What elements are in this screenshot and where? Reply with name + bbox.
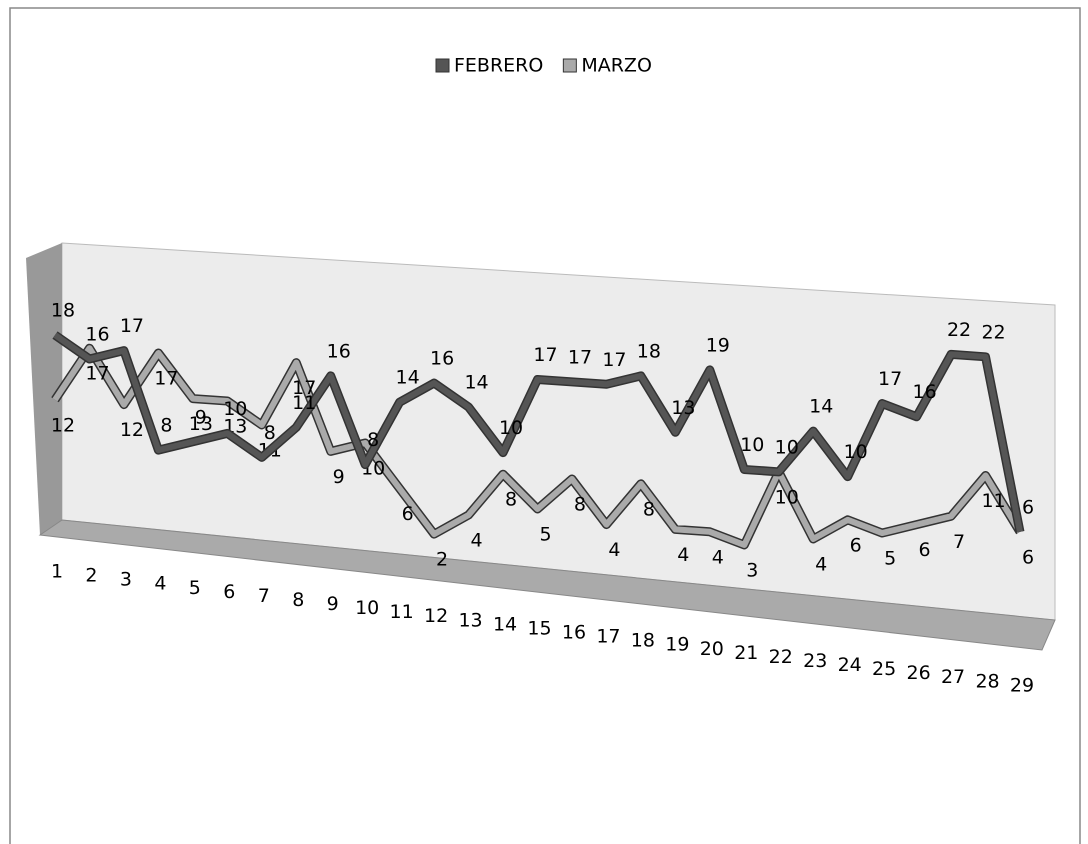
x-tick-label: 28 — [975, 670, 999, 692]
x-tick-label: 23 — [803, 650, 827, 672]
data-label: 17 — [292, 377, 316, 399]
data-label: 13 — [671, 397, 695, 419]
data-label: 6 — [850, 534, 862, 556]
x-tick-label: 18 — [631, 630, 655, 652]
data-label: 9 — [195, 406, 207, 428]
data-label: 3 — [746, 559, 758, 581]
x-tick-label: 12 — [424, 605, 448, 627]
x-tick-label: 9 — [327, 593, 339, 615]
data-label: 17 — [568, 346, 592, 368]
line — [53, 332, 1023, 533]
x-tick-label: 4 — [154, 573, 166, 595]
x-tick-label: 24 — [838, 654, 862, 676]
legend-swatch — [435, 58, 450, 73]
data-label: 6 — [1022, 496, 1034, 518]
legend-swatch — [562, 58, 577, 73]
x-tick-label: 19 — [665, 634, 689, 656]
data-label: 16 — [327, 340, 351, 362]
x-tick-label: 14 — [493, 613, 517, 635]
data-label: 18 — [51, 300, 75, 322]
x-tick-label: 1 — [51, 561, 63, 583]
data-label: 14 — [464, 372, 488, 394]
data-label: 14 — [396, 367, 420, 389]
data-label: 8 — [643, 498, 655, 520]
x-tick-label: 20 — [700, 638, 724, 660]
data-label: 17 — [533, 344, 557, 366]
data-label: 8 — [574, 494, 586, 516]
data-label: 10 — [775, 486, 799, 508]
x-tick-label: 2 — [85, 565, 97, 587]
x-tick-label: 11 — [390, 601, 414, 623]
data-label: 6 — [402, 503, 414, 525]
data-label: 8 — [367, 429, 379, 451]
data-label: 10 — [223, 398, 247, 420]
x-tick-label: 6 — [223, 581, 235, 603]
data-label: 10 — [740, 434, 764, 456]
data-label: 7 — [953, 531, 965, 553]
data-label: 11 — [292, 392, 316, 414]
chart-border — [9, 7, 1081, 844]
data-label: 5 — [884, 548, 896, 570]
data-label: 17 — [120, 315, 144, 337]
data-label: 16 — [430, 348, 454, 370]
data-label: 14 — [809, 396, 833, 418]
x-tick-label: 26 — [907, 662, 931, 684]
data-label: 12 — [51, 414, 75, 436]
data-label: 8 — [160, 415, 172, 437]
data-label: 10 — [844, 441, 868, 463]
data-label: 10 — [499, 417, 523, 439]
data-label: 9 — [333, 466, 345, 488]
legend: FEBRERO MARZO — [435, 55, 652, 77]
x-tick-label: 8 — [292, 589, 304, 611]
data-label: 16 — [913, 381, 937, 403]
x-tick-label: 15 — [527, 617, 551, 639]
data-label: 12 — [120, 419, 144, 441]
x-tick-label: 16 — [562, 622, 586, 644]
data-label: 17 — [85, 363, 109, 385]
data-label: 13 — [189, 413, 213, 435]
data-label: 10 — [775, 436, 799, 458]
x-tick-label: 3 — [120, 569, 132, 591]
data-label: 4 — [471, 529, 483, 551]
x-tick-label: 10 — [355, 597, 379, 619]
x-tick-label: 25 — [872, 658, 896, 680]
plot-area: 1 2 3 4 5 6 7 8 9 10 11 12 13 14 15 16 17 18 19 20 21 22 23 24 2… — [51, 300, 1034, 697]
data-label: 11 — [981, 490, 1005, 512]
legend-label: MARZO — [581, 55, 652, 77]
data-label: 4 — [712, 546, 724, 568]
data-label: 2 — [436, 549, 448, 571]
data-label: 6 — [1022, 546, 1034, 568]
line — [52, 345, 1023, 548]
x-tick-label: 29 — [1010, 674, 1034, 696]
data-label: 5 — [539, 523, 551, 545]
data-label: 19 — [706, 334, 730, 356]
x-tick-label: 17 — [596, 626, 620, 648]
x-tick-label: 5 — [189, 577, 201, 599]
data-label: 17 — [154, 368, 178, 390]
x-tick-label: 7 — [258, 585, 270, 607]
data-label: 4 — [815, 554, 827, 576]
data-label: 17 — [878, 368, 902, 390]
data-label: 8 — [264, 422, 276, 444]
x-tick-label: 21 — [734, 642, 758, 664]
data-label: 22 — [947, 319, 971, 341]
legend-label: FEBRERO — [454, 55, 543, 77]
data-label: 18 — [637, 340, 661, 362]
side-wall — [26, 243, 62, 535]
data-label: 16 — [85, 324, 109, 346]
x-tick-label: 22 — [769, 646, 793, 668]
x-tick-label: 13 — [458, 609, 482, 631]
data-label: 17 — [602, 349, 626, 371]
data-label: 6 — [919, 539, 931, 561]
data-label: 4 — [608, 539, 620, 561]
x-tick-label: 27 — [941, 666, 965, 688]
data-label: 8 — [505, 489, 517, 511]
data-label: 4 — [677, 544, 689, 566]
data-label: 22 — [981, 321, 1005, 343]
floor — [38, 519, 1056, 651]
